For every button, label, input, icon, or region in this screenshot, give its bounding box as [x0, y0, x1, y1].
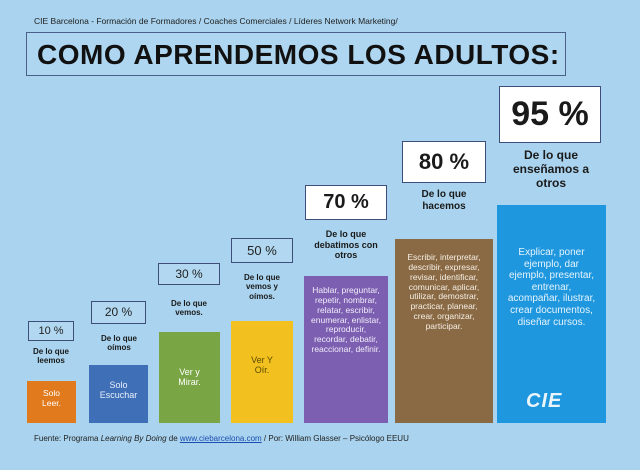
cie-logo: CIE	[526, 390, 563, 412]
percent-box-10: 10 %	[28, 321, 74, 341]
bar-text: Solo Escuchar	[99, 380, 138, 401]
percent-label: 70 %	[323, 191, 369, 213]
percent-label: 10 %	[38, 325, 64, 337]
percent-label: 95 %	[511, 95, 589, 133]
level-caption-50: De lo que vemos y oímos.	[243, 273, 280, 301]
percent-label: 50 %	[247, 243, 277, 258]
bar-text: Ver y Mirar.	[178, 367, 201, 388]
percent-box-95: 95 %	[499, 86, 601, 143]
level-caption-70: De lo que debatimos con otros	[314, 229, 378, 261]
percent-box-80: 80 %	[402, 141, 486, 183]
bar-hacer: Escribir, interpretar, describir, expres…	[395, 239, 493, 423]
bar-escuchar: Solo Escuchar	[89, 365, 148, 423]
level-caption-10: De lo que leemos	[32, 347, 69, 366]
percent-box-50: 50 %	[231, 238, 293, 263]
footer-source: Fuente: Programa Learning By Doing de ww…	[34, 434, 409, 443]
bar-ver-mirar: Ver y Mirar.	[159, 332, 220, 423]
footer-link[interactable]: www.ciebarcelona.com	[179, 434, 262, 443]
page-title: COMO APRENDEMOS LOS ADULTOS:	[37, 39, 560, 70]
bar-text: Escribir, interpretar, describir, expres…	[407, 252, 481, 332]
bar-debatir: Hablar, preguntar, repetir, nombrar, rel…	[304, 276, 388, 423]
percent-box-30: 30 %	[158, 263, 220, 285]
level-caption-95: De lo que enseñamos a otros	[512, 148, 590, 191]
header-note: CIE Barcelona - Formación de Formadores …	[34, 16, 398, 26]
bar-text: Solo Leer.	[42, 388, 61, 408]
bar-text: Explicar, poner ejemplo, dar ejemplo, pr…	[507, 247, 596, 328]
percent-label: 80 %	[418, 149, 470, 174]
level-caption-30: De lo que vemos.	[170, 299, 207, 318]
percent-box-20: 20 %	[91, 301, 146, 324]
percent-label: 30 %	[175, 267, 203, 281]
bar-ver-oir: Ver Y Oír.	[231, 321, 293, 423]
footer-program: Learning By Doing	[100, 434, 167, 443]
bar-text: Ver Y Oír.	[251, 355, 273, 376]
footer-suffix: / Por: William Glasser – Psicólogo EEUU	[261, 434, 409, 443]
bar-leer: Solo Leer.	[27, 381, 76, 423]
bar-ensenar: Explicar, poner ejemplo, dar ejemplo, pr…	[497, 205, 606, 423]
bar-text: Hablar, preguntar, repetir, nombrar, rel…	[311, 285, 381, 355]
percent-box-70: 70 %	[305, 185, 387, 220]
footer-de: de	[166, 434, 180, 443]
footer-prefix: Fuente: Programa	[34, 434, 101, 443]
title-box: COMO APRENDEMOS LOS ADULTOS:	[26, 32, 566, 76]
percent-label: 20 %	[104, 305, 133, 319]
level-caption-80: De lo que hacemos	[421, 189, 467, 212]
level-caption-20: De lo que oímos	[100, 334, 137, 353]
